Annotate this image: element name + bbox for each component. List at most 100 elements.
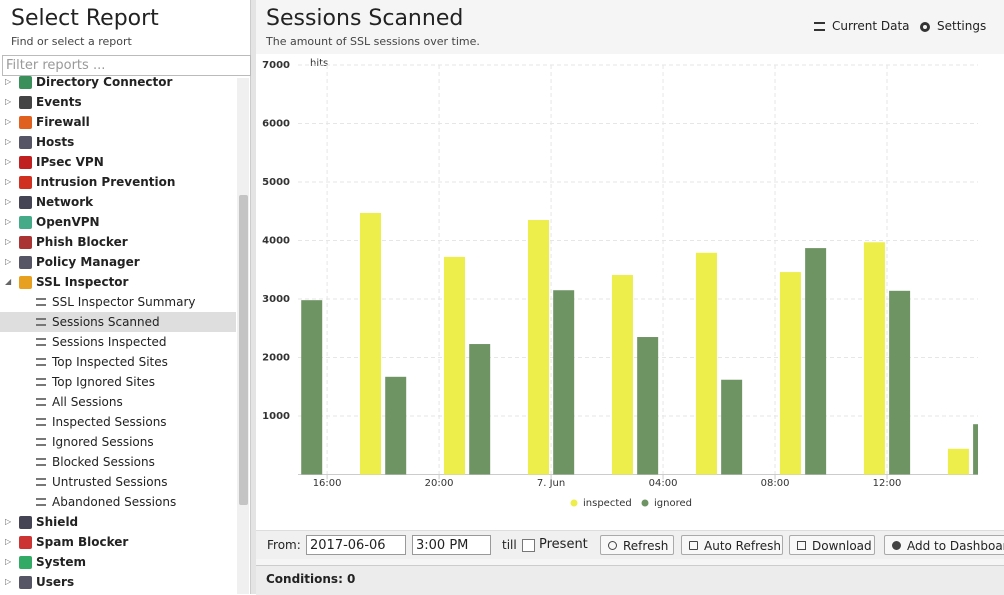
- report-item[interactable]: Abandoned Sessions: [0, 492, 236, 512]
- report-group-name: System: [36, 555, 86, 569]
- report-item[interactable]: Inspected Sessions: [0, 412, 236, 432]
- report-group-name: Events: [36, 95, 82, 109]
- bar: [863, 242, 885, 475]
- report-group[interactable]: ▷ Events: [0, 92, 236, 112]
- report-icon: [36, 378, 46, 386]
- report-group[interactable]: ▷ Users: [0, 572, 236, 592]
- report-group[interactable]: ▷ OpenVPN: [0, 212, 236, 232]
- report-title: Sessions Scanned: [266, 6, 464, 31]
- report-icon: [36, 418, 46, 426]
- expander: ▷: [5, 117, 12, 126]
- report-group[interactable]: ◢ SSL Inspector: [0, 272, 236, 292]
- settings-button[interactable]: Settings: [937, 19, 987, 33]
- auto-refresh-icon: [689, 541, 698, 550]
- report-group-name: Intrusion Prevention: [36, 175, 176, 189]
- sidebar-subtitle: Find or select a report: [11, 35, 132, 48]
- legend-marker: [570, 499, 578, 507]
- bar: [695, 252, 717, 475]
- bar: [889, 290, 911, 475]
- report-name: Blocked Sessions: [52, 455, 155, 469]
- report-group[interactable]: ▷ Hosts: [0, 132, 236, 152]
- report-item[interactable]: Top Ignored Sites: [0, 372, 236, 392]
- splitter[interactable]: [251, 0, 256, 594]
- x-tick-label: 08:00: [761, 478, 790, 489]
- bar: [385, 376, 407, 475]
- report-item[interactable]: Sessions Inspected: [0, 332, 236, 352]
- app-icon: [19, 76, 32, 89]
- bar: [443, 256, 465, 475]
- filter-input[interactable]: Filter reports ...: [2, 55, 251, 76]
- report-name: Ignored Sessions: [52, 435, 154, 449]
- app-icon: [19, 536, 32, 549]
- report-group[interactable]: ▷ Spam Blocker: [0, 532, 236, 552]
- bar: [553, 290, 575, 475]
- x-tick-label: 04:00: [649, 478, 678, 489]
- expander: ▷: [5, 97, 12, 106]
- y-axis-label: hits: [310, 58, 328, 69]
- report-item[interactable]: SSL Inspector Summary: [0, 292, 236, 312]
- bar: [360, 213, 382, 475]
- report-group[interactable]: ▷ Directory Connector: [0, 76, 236, 92]
- toolbar: From: 2017-06-06 3:00 PM till Present Re…: [256, 530, 1004, 559]
- x-tick-label: 16:00: [313, 478, 342, 489]
- app-icon: [19, 516, 32, 529]
- report-name: Inspected Sessions: [52, 415, 167, 429]
- expander: ▷: [5, 177, 12, 186]
- report-name: Sessions Scanned: [52, 315, 160, 329]
- app-icon: [19, 156, 32, 169]
- report-item[interactable]: Ignored Sessions: [0, 432, 236, 452]
- scroll-thumb[interactable]: [239, 195, 248, 505]
- bar: [301, 300, 323, 475]
- expander: ▷: [5, 257, 12, 266]
- conditions-bar[interactable]: Conditions: 0: [256, 565, 1004, 595]
- report-item[interactable]: Top Inspected Sites: [0, 352, 236, 372]
- legend-marker: [641, 499, 649, 507]
- time-field[interactable]: 3:00 PM: [412, 535, 491, 555]
- date-field[interactable]: 2017-06-06: [306, 535, 406, 555]
- report-group-name: Policy Manager: [36, 255, 140, 269]
- report-group[interactable]: ▷ IPsec VPN: [0, 152, 236, 172]
- report-group[interactable]: ▷ Intrusion Prevention: [0, 172, 236, 192]
- report-icon: [36, 478, 46, 486]
- report-subtitle: The amount of SSL sessions over time.: [266, 35, 480, 48]
- add-dashboard-button[interactable]: Add to Dashboard: [884, 535, 1004, 555]
- report-group[interactable]: ▷ Firewall: [0, 112, 236, 132]
- x-tick-label: 20:00: [425, 478, 454, 489]
- expander: ▷: [5, 237, 12, 246]
- report-group[interactable]: ▷ Network: [0, 192, 236, 212]
- report-item[interactable]: Blocked Sessions: [0, 452, 236, 472]
- report-icon: [36, 438, 46, 446]
- x-tick-label: 7. Jun: [537, 478, 565, 489]
- report-name: All Sessions: [52, 395, 123, 409]
- report-item[interactable]: All Sessions: [0, 392, 236, 412]
- app-icon: [19, 576, 32, 589]
- report-name: Top Inspected Sites: [52, 355, 168, 369]
- expander: ▷: [5, 577, 12, 586]
- present-label: Present: [539, 537, 588, 552]
- expander: ▷: [5, 217, 12, 226]
- till-label: till: [502, 538, 517, 552]
- report-item[interactable]: Sessions Scanned: [0, 312, 236, 332]
- report-group-name: OpenVPN: [36, 215, 100, 229]
- report-icon: [36, 318, 46, 326]
- list-icon: [814, 22, 825, 31]
- bar: [611, 275, 633, 475]
- bar: [637, 337, 659, 475]
- report-item[interactable]: Untrusted Sessions: [0, 472, 236, 492]
- refresh-button[interactable]: Refresh: [600, 535, 674, 555]
- report-group[interactable]: ▷ Policy Manager: [0, 252, 236, 272]
- legend-label: ignored: [654, 498, 692, 509]
- app-icon: [19, 216, 32, 229]
- report-name: SSL Inspector Summary: [52, 295, 196, 309]
- present-checkbox[interactable]: [522, 539, 535, 552]
- add-icon: [892, 541, 901, 550]
- app-icon: [19, 196, 32, 209]
- report-group[interactable]: ▷ Phish Blocker: [0, 232, 236, 252]
- auto-refresh-button[interactable]: Auto Refresh: [681, 535, 783, 555]
- expander: ▷: [5, 137, 12, 146]
- y-tick-label: 3000: [262, 294, 290, 305]
- download-button[interactable]: Download: [789, 535, 875, 555]
- report-group[interactable]: ▷ System: [0, 552, 236, 572]
- current-data-button[interactable]: Current Data: [832, 19, 910, 33]
- report-group[interactable]: ▷ Shield: [0, 512, 236, 532]
